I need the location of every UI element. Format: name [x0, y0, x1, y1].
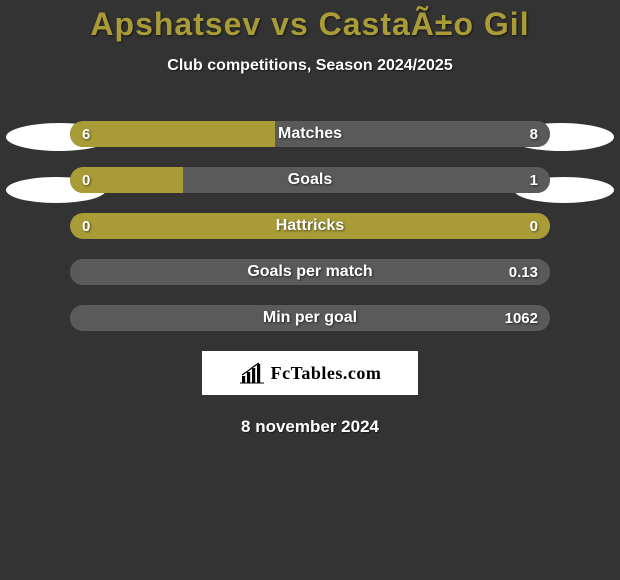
value-right: 8: [530, 121, 538, 147]
stat-row: Hattricks0 0: [70, 213, 550, 239]
value-left: 0: [82, 167, 90, 193]
value-right: 1062: [505, 305, 538, 331]
stat-label: Min per goal: [70, 305, 550, 331]
bar-chart-icon: [239, 362, 265, 384]
stat-row: Matches6 8: [70, 121, 550, 147]
value-right: 0: [530, 213, 538, 239]
stat-row: Goals0 1: [70, 167, 550, 193]
stat-row: Min per goal1062: [70, 305, 550, 331]
fctables-logo: FcTables.com: [202, 351, 418, 395]
page-title: Apshatsev vs CastaÃ±o Gil: [0, 0, 620, 43]
stat-label: Matches: [70, 121, 550, 147]
stat-label: Goals: [70, 167, 550, 193]
logo-text: FcTables.com: [271, 363, 382, 384]
page-subtitle: Club competitions, Season 2024/2025: [0, 57, 620, 75]
stat-row: Goals per match0.13: [70, 259, 550, 285]
value-left: 0: [82, 213, 90, 239]
value-right: 0.13: [509, 259, 538, 285]
stat-label: Hattricks: [70, 213, 550, 239]
value-left: 6: [82, 121, 90, 147]
comparison-infographic: Apshatsev vs CastaÃ±o Gil Club competiti…: [0, 0, 620, 580]
value-right: 1: [530, 167, 538, 193]
stat-label: Goals per match: [70, 259, 550, 285]
date-text: 8 november 2024: [0, 417, 620, 437]
stat-rows: Matches68Goals01Hattricks00Goals per mat…: [70, 121, 550, 331]
